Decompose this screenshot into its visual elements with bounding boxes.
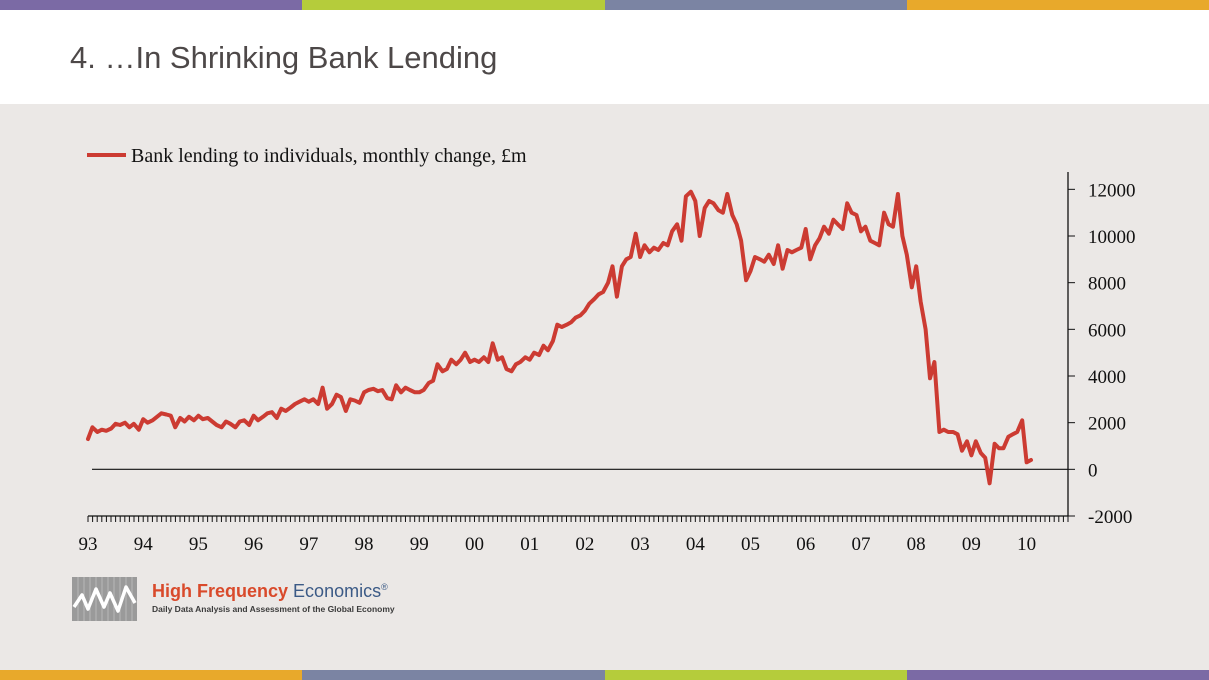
wave-line-logo-icon [72,577,137,621]
x-tick-label: 09 [962,534,981,555]
stripe-segment-3 [604,0,907,10]
y-tick-label: 10000 [1088,227,1136,248]
x-tick-label: 05 [741,534,760,555]
x-tick-label: 00 [465,534,484,555]
x-tick-label: 02 [575,534,594,555]
stripe-segment-1 [0,0,303,10]
x-tick-label: 94 [134,534,154,555]
chart-axes [88,172,1069,517]
y-axis-ticks [1068,188,1075,517]
stripe-segment-2 [302,670,605,680]
stripe-segment-1 [0,670,303,680]
bank-lending-line-chart: Bank lending to individuals, monthly cha… [79,145,1136,555]
x-tick-label: 04 [686,534,706,555]
x-axis-labels: 93 94 95 96 97 98 99 00 01 02 03 04 05 06 07 08 09 10 [79,534,1037,555]
x-tick-label: 06 [796,534,815,555]
x-tick-label: 96 [244,534,263,555]
chart-panel [0,104,1209,670]
x-tick-label: 01 [520,534,539,555]
stripe-segment-4 [906,670,1209,680]
company-logo: High Frequency Economics® Daily Data Ana… [72,577,492,625]
logo-name-part1: High Frequency [152,581,289,601]
y-tick-label: 4000 [1088,367,1126,388]
y-tick-label: -2000 [1088,507,1132,528]
x-tick-label: 07 [851,534,870,555]
series-line [86,189,1033,486]
x-tick-label: 08 [907,534,926,555]
stripe-segment-3 [604,670,907,680]
x-tick-label: 97 [299,534,318,555]
logo-tagline: Daily Data Analysis and Assessment of th… [152,604,395,614]
slide-title: 4. …In Shrinking Bank Lending [70,40,498,75]
y-tick-label: 12000 [1088,180,1136,201]
logo-name-part2: Economics [293,581,382,601]
y-tick-label: 8000 [1088,274,1126,295]
x-tick-label: 95 [189,534,208,555]
x-tick-label: 99 [410,534,429,555]
y-tick-label: 0 [1088,460,1098,481]
stripe-segment-4 [906,0,1209,10]
y-axis-labels: 12000 10000 8000 6000 4000 2000 0 -2000 [1088,180,1136,528]
chart-legend: Bank lending to individuals, monthly cha… [87,145,527,167]
registered-mark: ® [381,582,388,592]
top-color-stripe [0,0,1209,10]
logo-name: High Frequency Economics® [152,581,388,602]
x-axis-ticks [87,516,1069,522]
y-tick-label: 6000 [1088,320,1126,341]
x-tick-label: 93 [79,534,98,555]
series-layer [86,189,1033,486]
legend-label: Bank lending to individuals, monthly cha… [131,145,527,167]
stripe-segment-2 [302,0,605,10]
x-tick-label: 10 [1017,534,1036,555]
y-tick-label: 2000 [1088,414,1126,435]
x-tick-label: 03 [631,534,650,555]
x-tick-label: 98 [355,534,374,555]
bottom-color-stripe [0,670,1209,680]
